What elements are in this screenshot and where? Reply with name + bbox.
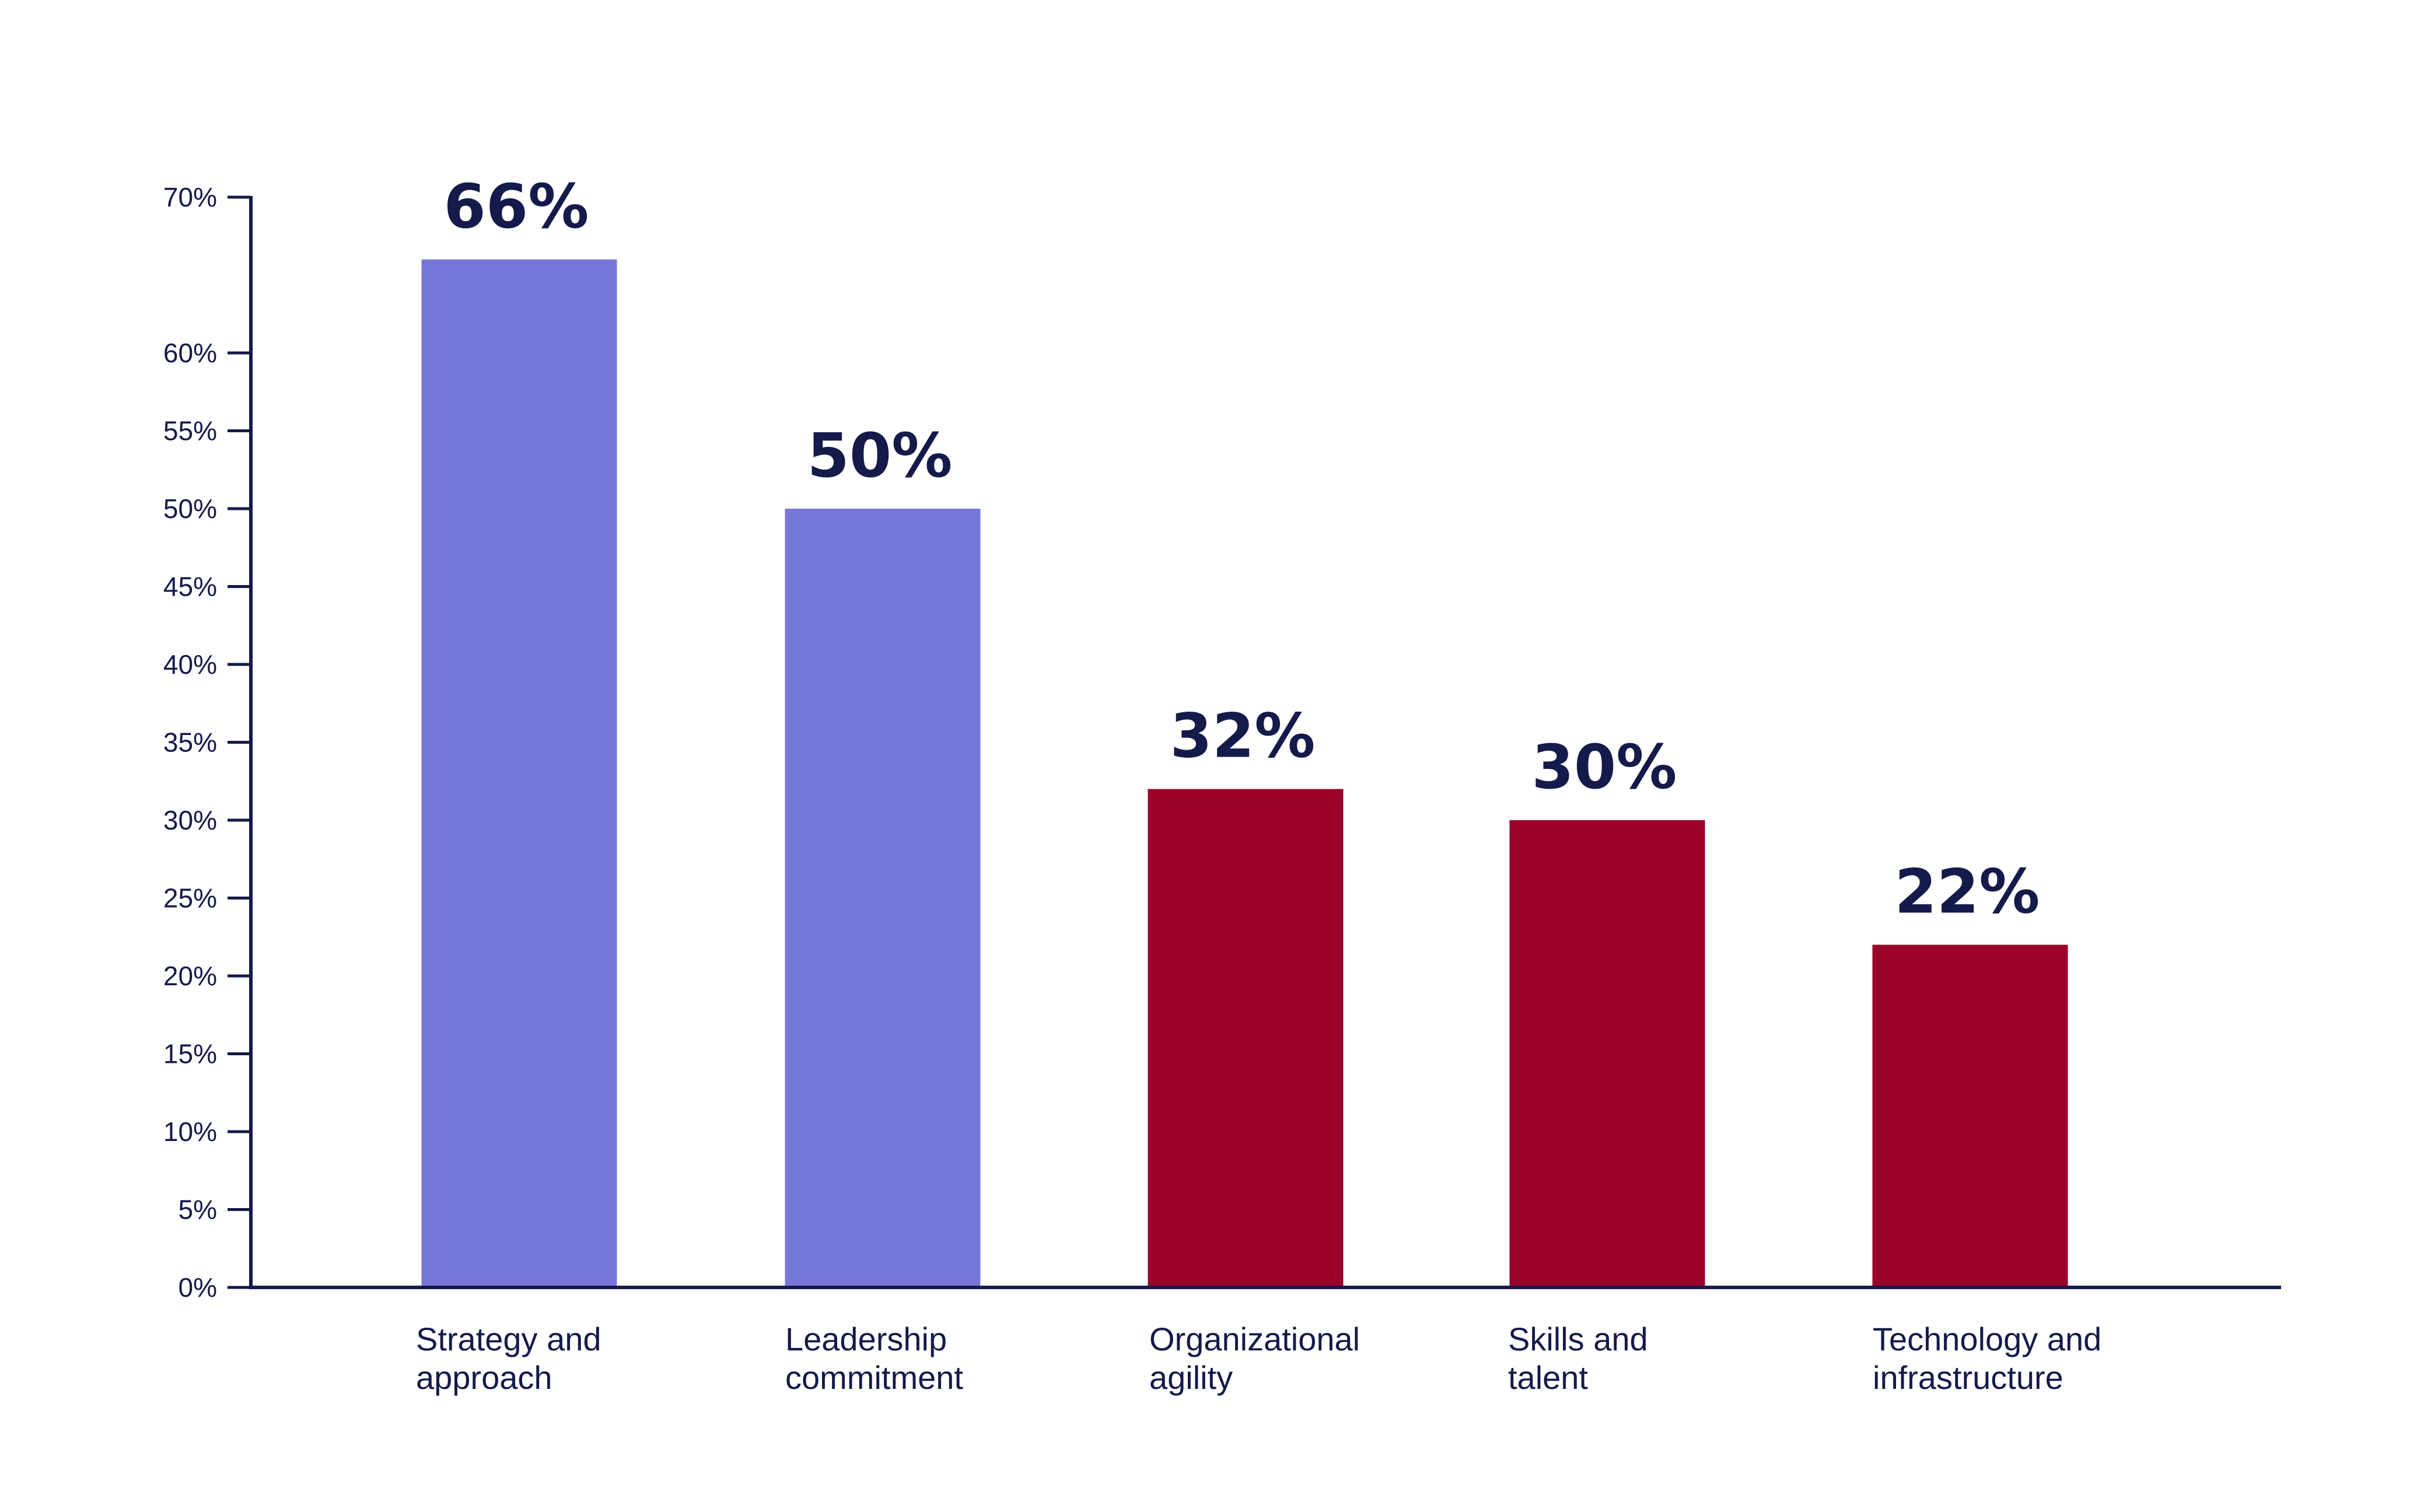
y-axis-ticks: 0% 5% 10% 15% 20% 25% 30% 35% 40% 45% 50% 55% 60% 70% (163, 182, 251, 1303)
y-tick-label: 70% (163, 182, 217, 212)
category-label: Strategy and approach (416, 1321, 601, 1396)
category-label: Skills and talent (1508, 1321, 1648, 1396)
bar (785, 509, 981, 1287)
y-tick-label: 45% (163, 572, 217, 602)
bar (1872, 944, 2068, 1287)
bar-value-label: 32% (1170, 701, 1316, 772)
y-tick-label: 50% (163, 494, 217, 524)
y-tick-label: 20% (163, 961, 217, 991)
y-tick-label: 35% (163, 727, 217, 758)
y-tick-label: 40% (163, 649, 217, 680)
y-tick-label: 10% (163, 1116, 217, 1147)
bar-value-label: 22% (1895, 856, 2040, 928)
y-tick-label: 25% (163, 883, 217, 914)
bar-value-label: 50% (807, 420, 953, 491)
y-tick-label: 60% (163, 338, 217, 368)
bar-value-label: 30% (1532, 732, 1677, 803)
category-label: Technology and infrastructure (1873, 1321, 2101, 1396)
bar-value-label: 66% (444, 171, 589, 242)
bar (1509, 820, 1705, 1287)
y-tick-label: 5% (179, 1195, 217, 1225)
y-tick-label: 55% (163, 416, 217, 446)
category-label: Organizational agility (1149, 1321, 1360, 1396)
bar (421, 259, 617, 1287)
category-labels: Strategy and approach Leadership commitment… (416, 1321, 2101, 1396)
value-labels: 66% 50% 32% 30% 22% (444, 171, 2040, 928)
y-tick-label: 30% (163, 805, 217, 835)
category-label: Leadership commitment (785, 1321, 963, 1396)
y-tick-label: 0% (179, 1272, 217, 1303)
bars (421, 259, 2068, 1287)
bar (1148, 789, 1344, 1287)
y-tick-label: 15% (163, 1039, 217, 1069)
